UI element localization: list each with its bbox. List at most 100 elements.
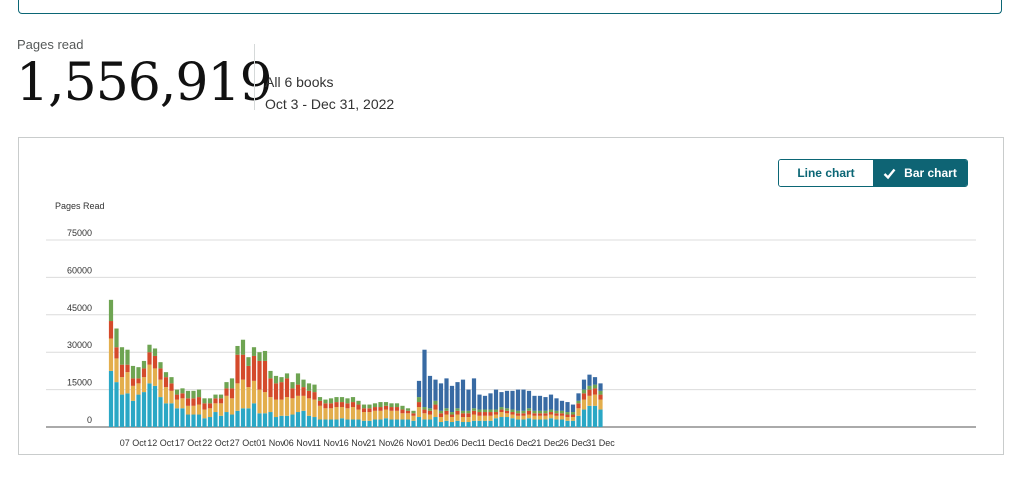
bar-segment [471,408,477,411]
bar-segment [295,395,301,413]
bar-chart-button[interactable]: Bar chart [873,160,967,186]
bar-segment [317,397,323,401]
bar-segment [323,399,328,404]
y-tick-label: 15000 [67,378,92,388]
pages-read-total: 1,556,919 [16,53,273,113]
bar-segment [350,419,356,427]
bar-segment [207,398,213,404]
bar-segment [152,368,158,386]
bar-segment [130,400,136,427]
bar-segment [130,385,136,401]
bar-segment [207,408,213,418]
bar-segment [301,387,306,396]
bar-segment [246,408,251,427]
bar-segment [548,394,554,410]
bar-segment [328,398,334,404]
bar-segment [460,417,466,423]
bar-segment [405,410,411,414]
bar-segment [356,419,361,427]
bar-segment [554,415,559,420]
bar-segment [526,408,532,411]
bar-segment [427,419,433,427]
bar-segment [229,378,235,389]
bar-segment [213,403,218,413]
bar-segment [339,397,345,403]
bar-segment [224,382,229,389]
bar-segment [471,378,477,409]
bar-segment [378,402,383,408]
bar-segment [537,410,543,414]
bar-segment [548,409,554,413]
bar-segment [504,417,510,427]
bar-segment [306,383,312,391]
bar-segment [328,403,334,409]
bar-chart-label: Bar chart [904,166,957,180]
bar-segment [185,398,191,406]
bar-segment [306,390,312,399]
bar-segment [339,407,345,419]
bar-segment [361,420,367,427]
bar-segment [521,415,526,420]
bar-segment [383,418,389,427]
bar-segment [290,414,295,427]
bar-segment [174,408,180,427]
bar-segment [345,408,350,420]
bar-segment [598,390,603,395]
bar-segment [488,412,493,416]
y-axis-title: Pages Read [55,201,105,211]
bar-segment [334,419,339,427]
bar-segment [389,419,394,427]
bar-segment [488,420,493,427]
bar-segment [218,398,224,404]
bar-segment [246,357,251,366]
bar-segment [394,410,400,420]
bar-segment [444,414,449,421]
bar-segment [482,412,488,416]
bar-segment [136,383,141,395]
bar-segment [317,400,323,406]
bar-segment [290,388,295,399]
bar-segment [449,422,455,427]
bar-segment [180,393,185,399]
bar-segment [598,399,603,410]
bar-segment [422,409,427,414]
bar-segment [169,377,174,384]
bar-segment [422,407,427,410]
bar-segment [499,409,504,413]
bar-segment [405,413,411,420]
bar-segment [493,418,499,427]
bar-segment [334,397,339,403]
bar-segment [383,402,389,406]
bar-segment [460,410,466,414]
bar-segment [125,349,130,365]
bar-segment [229,398,235,415]
bar-segment [570,404,576,413]
bar-segment [598,394,603,400]
bar-segment [114,382,119,427]
bar-segment [554,398,559,411]
x-tick-label: 01 Dec [421,438,450,448]
bar-segment [466,422,471,427]
bar-segment [532,395,537,411]
bar-segment [515,419,521,427]
bar-segment [152,385,158,427]
bar-segment [279,415,284,427]
bar-segment [356,409,361,420]
bar-segment [400,409,405,414]
bar-segment [559,419,565,427]
bar-segment [295,373,301,385]
bar-segment [570,417,576,421]
bar-segment [136,367,141,379]
bar-segment [174,394,180,400]
line-chart-button[interactable]: Line chart [779,160,873,186]
bar-segment [262,413,268,427]
bar-segment [548,414,554,419]
bar-segment [147,352,152,365]
x-tick-label: 11 Dec [477,438,505,448]
bar-segment [455,382,460,409]
bar-segment [537,413,543,416]
bar-segment [262,392,268,414]
bar-segment [323,408,328,420]
bar-segment [504,413,510,418]
bar-segment [587,395,592,406]
